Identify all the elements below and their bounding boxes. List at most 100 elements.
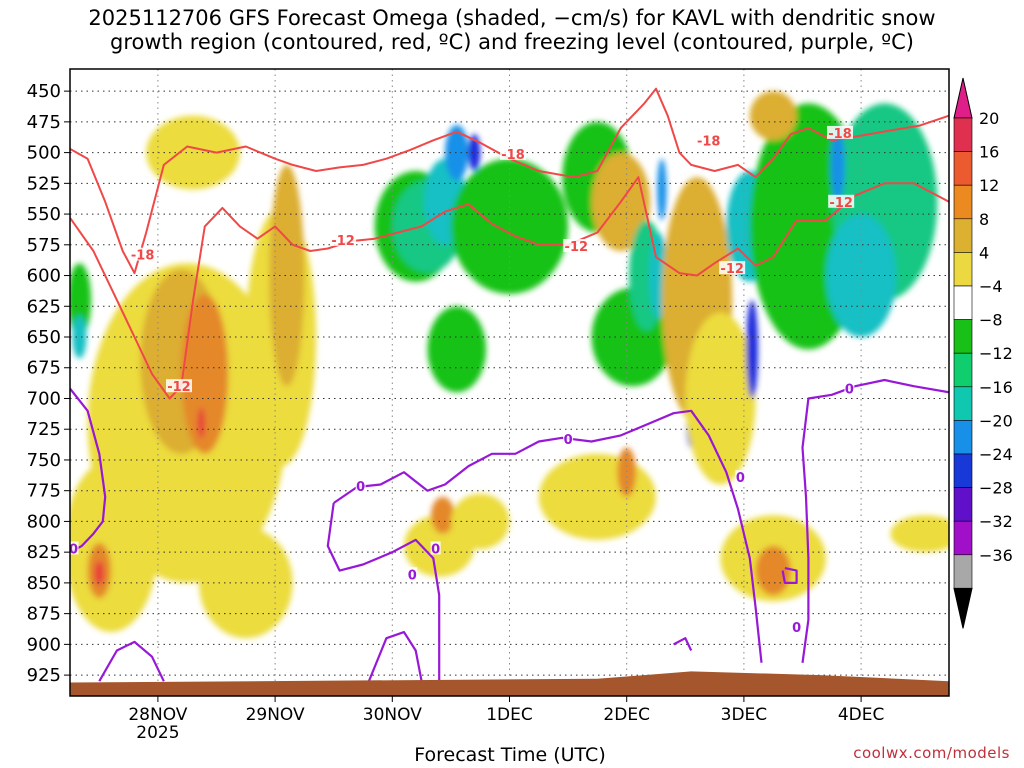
colorbar-label: 20	[979, 109, 999, 128]
y-tick-label: 875	[27, 604, 61, 625]
y-tick-label: 675	[27, 358, 61, 379]
omega-blob-cyan	[72, 315, 87, 359]
freezing-level-contour-3	[801, 378, 949, 663]
freezing-level-contour-2	[326, 502, 441, 682]
dgz-contour-label: -18	[697, 134, 721, 149]
omega-blob-cyan	[825, 214, 897, 338]
omega-blob-yellow	[146, 115, 240, 190]
y-tick-label: 775	[27, 481, 61, 502]
omega-blob-gold	[749, 91, 797, 141]
omega-blob-yellow	[538, 453, 657, 540]
y-tick-label: 525	[27, 173, 61, 194]
colorbar-label: −24	[979, 445, 1013, 464]
colorbar-swatch	[953, 285, 973, 320]
colorbar-swatch	[953, 520, 973, 556]
omega-blob-gold	[269, 164, 305, 387]
omega-blob-yellow	[890, 515, 949, 553]
freezing-contour-label: 0	[408, 568, 417, 583]
y-tick-label: 575	[27, 235, 61, 256]
y-tick-label: 650	[27, 327, 61, 348]
dgz-contour-1	[70, 176, 949, 400]
colorbar-bottom-arrow	[953, 587, 973, 629]
y-tick-label: 500	[27, 143, 61, 164]
colorbar-swatch	[953, 218, 973, 253]
omega-blob-orange	[430, 496, 455, 534]
omega-blob-yellow	[198, 527, 293, 639]
ground-layer	[70, 671, 949, 696]
contour-label-bg	[844, 381, 855, 395]
colorbar-label: −28	[979, 479, 1013, 498]
colorbar-swatch	[953, 420, 973, 455]
omega-blob-blue	[657, 158, 667, 221]
colorbar-swatch	[953, 487, 973, 522]
y-tick-label: 475	[27, 112, 61, 133]
colorbar-label: −36	[979, 546, 1013, 565]
ground-surface	[70, 671, 949, 696]
y-tick-label: 700	[27, 388, 61, 409]
colorbar-label: −8	[979, 311, 1003, 330]
dgz-contour-label: -18	[828, 127, 852, 142]
y-tick-label: 925	[27, 665, 61, 686]
y-tick-label: 550	[27, 204, 61, 225]
dgz-contour-label: -12	[167, 380, 191, 395]
omega-blob-green	[427, 306, 487, 393]
freezing-level-contour-0	[70, 387, 107, 554]
colorbar-swatch	[953, 184, 973, 220]
colorbar: 20 16 12 8 4 −4 −8 −12 −16 −20 −24 −28 −32 −36	[953, 77, 1013, 629]
colorbar-swatch	[953, 352, 973, 388]
colorbar-label: 4	[979, 243, 989, 262]
freezing-level-contour-4	[98, 640, 165, 682]
y-tick-label: 750	[27, 450, 61, 471]
axes: 450 475 500 525 550 575 600 625 650 675 700 725 750 7…	[27, 81, 885, 743]
colorbar-swatch	[953, 453, 973, 488]
colorbar-label: 8	[979, 210, 989, 229]
omega-blob-red	[197, 407, 205, 439]
contour-label-bg	[129, 247, 156, 261]
x-tick-label: 2DEC	[603, 705, 650, 725]
omega-blob-blue	[445, 124, 469, 181]
contour-label-bg	[695, 133, 722, 147]
contour-label-bg	[828, 194, 855, 208]
y-tick-label: 825	[27, 542, 61, 563]
dgz-contour-label: -18	[131, 249, 155, 264]
contour-label-bg	[719, 261, 746, 275]
colorbar-top-arrow	[953, 77, 973, 119]
x-axis-title: Forecast Time (UTC)	[0, 744, 1024, 766]
y-tick-label: 625	[27, 296, 61, 317]
contour-label-bg	[563, 239, 590, 253]
y-tick-label: 800	[27, 511, 61, 532]
x-tick-label: 3DEC	[721, 705, 768, 725]
x-tick-label: 29NOV	[246, 705, 305, 725]
freezing-contour-label: 0	[564, 433, 573, 448]
dgz-contour-label: -12	[331, 234, 355, 249]
omega-blob-yellow	[450, 493, 510, 550]
freezing-contour-label: 0	[431, 542, 440, 557]
y-tick-label: 725	[27, 419, 61, 440]
y-tick-label: 450	[27, 81, 61, 102]
colorbar-swatch	[953, 151, 973, 186]
title-line-1: 2025112706 GFS Forecast Omega (shaded, −…	[88, 6, 936, 30]
freezing-contour-label: 0	[69, 542, 78, 557]
dgz-contour-label: -12	[565, 240, 589, 255]
freezing-contour-label: 0	[356, 480, 365, 495]
x-axis-title-text: Forecast Time (UTC)	[414, 744, 606, 766]
contour-label-bg	[407, 567, 418, 581]
contour-label-bg	[165, 379, 192, 393]
x-tick-label: 4DEC	[838, 705, 885, 725]
colorbar-label: 16	[979, 143, 999, 162]
omega-blob-navy	[468, 134, 481, 172]
site-credit: coolwx.com/models	[853, 744, 1010, 762]
x-tick-sublabel: 2025	[136, 723, 179, 743]
freezing-level-contour-5	[367, 631, 423, 682]
freezing-level-contour-6	[673, 637, 693, 651]
freezing-level-contour-1	[333, 409, 763, 663]
dgz-contour-label: -18	[501, 148, 525, 163]
freezing-level-contour-7	[781, 567, 798, 584]
y-tick-label: 600	[27, 266, 61, 287]
colorbar-label: 12	[979, 176, 999, 195]
chart-title: 2025112706 GFS Forecast Omega (shaded, −…	[0, 6, 1024, 54]
contour-label-bg	[430, 541, 441, 555]
y-tick-label: 850	[27, 573, 61, 594]
